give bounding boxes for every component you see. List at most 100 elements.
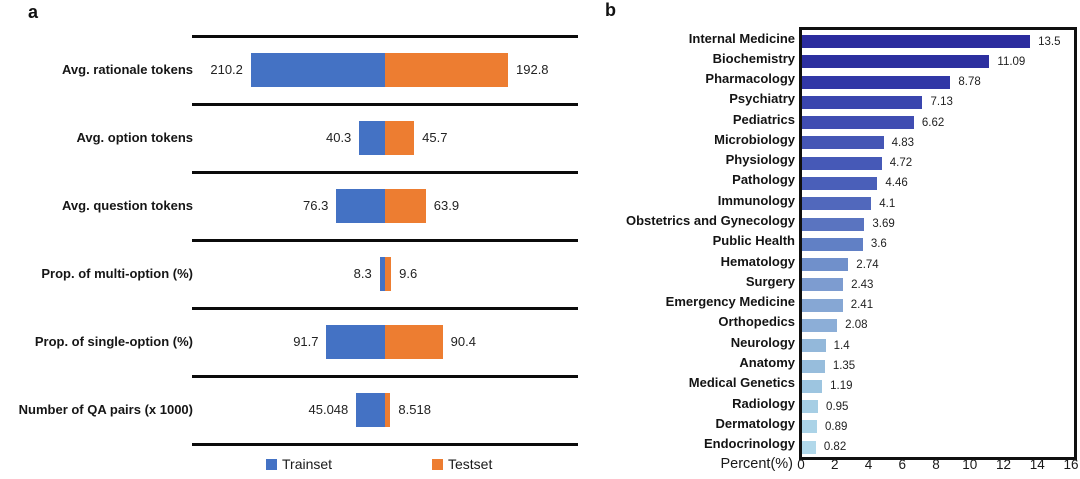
- trainset-value-label: 8.3: [353, 266, 372, 281]
- specialty-value-label: 7.13: [930, 96, 953, 109]
- testset-bar: [385, 189, 426, 223]
- specialty-bar: [802, 217, 865, 231]
- panel-a-category-label: Prop. of single-option (%): [34, 334, 193, 349]
- testset-swatch-icon: [432, 458, 443, 470]
- trainset-value-label: 210.2: [210, 62, 243, 77]
- specialty-bar: [802, 278, 844, 292]
- row-divider-line: [192, 35, 578, 38]
- trainset-value-label: 45.048: [308, 402, 349, 417]
- specialty-bar: [802, 75, 951, 89]
- testset-value-label: 8.518: [398, 402, 431, 417]
- specialty-value-label: 0.82: [823, 441, 847, 454]
- specialty-value-label: 0.95: [826, 400, 849, 413]
- testset-value-label: 63.9: [433, 198, 460, 213]
- testset-value-label: 9.6: [399, 266, 418, 281]
- x-axis-tick-label: 6: [898, 457, 906, 472]
- specialty-bar: [802, 359, 825, 373]
- specialty-category-label: Pathology: [732, 172, 795, 188]
- legend-item-trainset: Trainset: [266, 454, 332, 474]
- specialty-bar: [802, 35, 1031, 48]
- specialty-value-label: 0.89: [825, 420, 848, 433]
- panel-a-category-label: Avg. rationale tokens: [62, 62, 193, 77]
- testset-value-label: 192.8: [516, 62, 549, 77]
- specialty-category-label: Hematology: [720, 253, 795, 269]
- testset-value-label: 45.7: [422, 130, 448, 145]
- specialty-category-label: Neurology: [730, 334, 795, 350]
- specialty-bar: [802, 237, 863, 251]
- trainset-legend-label: Trainset: [282, 456, 333, 472]
- panel-b-plot-box: 13.5 11.09 8.78 7.13 6.62 4.83 4.72 4.46 4.1 3.69…: [799, 27, 1077, 460]
- specialty-bar: [802, 258, 849, 272]
- specialty-value-label: 4.83: [891, 136, 915, 149]
- specialty-bar: [802, 156, 882, 170]
- specialty-bar: [802, 420, 818, 434]
- specialty-bar: [802, 379, 823, 393]
- specialty-category-label: Immunology: [717, 192, 795, 208]
- trainset-value-label: 40.3: [325, 130, 352, 145]
- panel-a-category-label: Prop. of multi-option (%): [41, 266, 193, 281]
- specialty-value-label: 4.1: [879, 197, 896, 210]
- specialty-value-label: 1.4: [833, 339, 850, 352]
- trainset-bar: [379, 257, 385, 291]
- trainset-bar: [336, 189, 385, 223]
- specialty-category-label: Biochemistry: [712, 50, 795, 66]
- specialty-bar: [802, 136, 884, 150]
- specialty-category-label: Medical Genetics: [688, 375, 795, 391]
- specialty-value-label: 4.46: [885, 177, 908, 190]
- specialty-bar: [802, 440, 816, 454]
- trainset-value-label: 76.3: [303, 198, 329, 213]
- trainset-value-label: 91.7: [293, 334, 319, 349]
- panel-b-label: b: [605, 0, 616, 20]
- panel-a-category-label: Number of QA pairs (x 1000): [18, 402, 193, 417]
- specialty-category-label: Dermatology: [715, 415, 795, 431]
- specialty-category-label: Radiology: [732, 395, 795, 411]
- specialty-bar: [802, 95, 923, 109]
- trainset-bar: [359, 121, 385, 155]
- specialty-value-label: 3.6: [870, 238, 887, 251]
- specialty-value-label: 6.62: [921, 116, 945, 129]
- row-divider-line: [192, 443, 578, 446]
- panel-a-legend: Trainset Testset: [0, 454, 600, 476]
- x-axis-tick-label: 4: [864, 457, 873, 472]
- panel-a-diverging-bar-chart: a Avg. rationale tokens 210.2 192.8 Avg. op…: [0, 2, 600, 476]
- specialty-value-label: 2.41: [850, 299, 874, 312]
- specialty-value-label: 1.19: [830, 380, 853, 393]
- row-divider-line: [192, 239, 578, 242]
- trainset-bar: [250, 53, 385, 87]
- specialty-bar: [802, 298, 843, 312]
- x-axis-tick-label: 16: [1063, 457, 1079, 472]
- legend-item-testset: Testset: [432, 454, 492, 474]
- testset-legend-label: Testset: [448, 456, 493, 472]
- specialty-bar: [802, 55, 990, 69]
- trainset-bar: [356, 393, 385, 427]
- specialty-value-label: 2.74: [856, 258, 879, 271]
- specialty-category-label: Pediatrics: [732, 111, 795, 127]
- specialty-bar: [802, 339, 826, 353]
- testset-bar: [385, 325, 443, 359]
- specialty-bar: [802, 176, 878, 190]
- specialty-bar: [802, 197, 872, 211]
- panel-b-axis-title: Percent(%): [720, 456, 793, 472]
- specialty-value-label: 1.35: [832, 360, 856, 373]
- panel-b-horizontal-bar-chart: b 13.5 11.09 8.78 7.13 6.62 4.83 4.72 4.46 4.1 3.…: [600, 0, 1080, 479]
- specialty-value-label: 3.69: [872, 218, 895, 231]
- specialty-category-label: Pharmacology: [705, 71, 795, 87]
- row-divider-line: [192, 375, 578, 378]
- specialty-value-label: 4.72: [889, 157, 913, 170]
- specialty-category-label: Emergency Medicine: [665, 294, 795, 310]
- specialty-category-label: Orthopedics: [718, 314, 795, 330]
- panel-a-category-label: Avg. question tokens: [62, 198, 193, 213]
- x-axis-tick-label: 0: [797, 457, 805, 472]
- trainset-bar: [326, 325, 385, 359]
- specialty-category-label: Microbiology: [714, 131, 795, 147]
- row-divider-line: [192, 307, 578, 310]
- specialty-category-label: Internal Medicine: [688, 30, 795, 46]
- specialty-value-label: 2.43: [851, 278, 874, 291]
- specialty-category-label: Anatomy: [739, 355, 795, 371]
- panel-a-category-label: Avg. option tokens: [76, 130, 193, 145]
- testset-value-label: 90.4: [450, 334, 476, 349]
- specialty-category-label: Surgery: [745, 273, 795, 289]
- panel-a-label: a: [28, 2, 39, 22]
- testset-bar: [385, 121, 415, 155]
